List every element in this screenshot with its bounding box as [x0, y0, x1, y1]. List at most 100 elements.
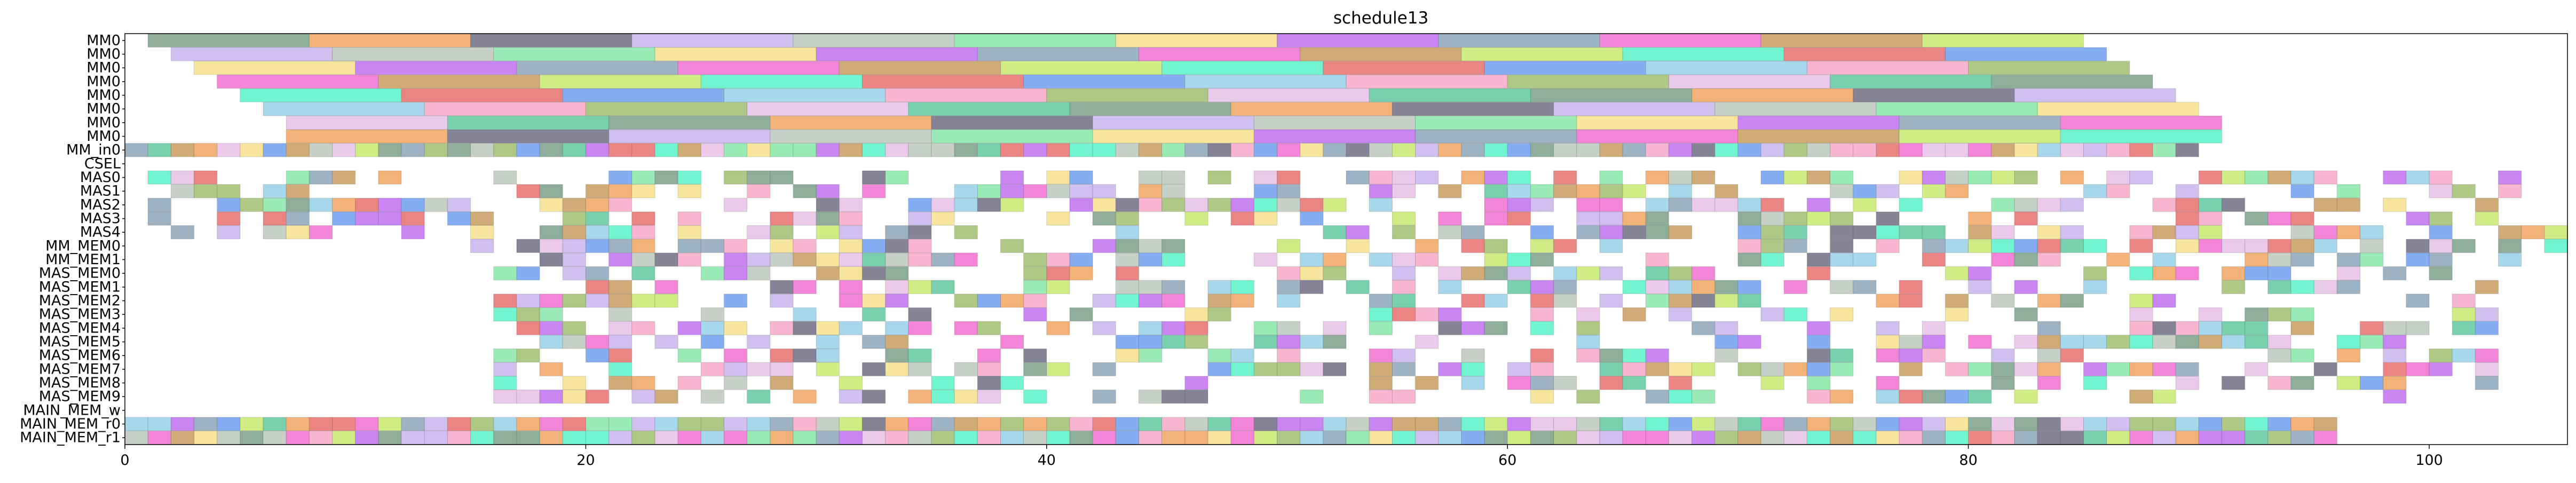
- schedule-bar: [2175, 184, 2199, 199]
- schedule-bar: [516, 294, 540, 308]
- schedule-bar: [931, 431, 955, 445]
- schedule-bar: [770, 143, 794, 157]
- schedule-bar: [2037, 239, 2061, 253]
- row-label: CSEL: [84, 155, 121, 172]
- schedule-bar: [1346, 417, 1370, 431]
- schedule-bar: [1346, 170, 1370, 185]
- schedule-bar: [1253, 252, 1277, 267]
- schedule-bar: [2129, 362, 2153, 376]
- schedule-bar: [700, 335, 724, 349]
- schedule-bar: [1276, 431, 1301, 445]
- schedule-bar: [1161, 252, 1186, 267]
- schedule-bar: [2452, 294, 2476, 308]
- schedule-bar: [2129, 390, 2153, 404]
- schedule-bar: [839, 143, 863, 157]
- schedule-bar: [2245, 239, 2269, 253]
- schedule-bar: [2083, 239, 2107, 253]
- schedule-bar: [1876, 321, 1900, 335]
- schedule-bar: [1276, 239, 1301, 253]
- schedule-bar: [954, 431, 978, 445]
- schedule-bar: [378, 74, 540, 89]
- schedule-bar: [1853, 252, 1877, 267]
- schedule-bar: [2014, 252, 2038, 267]
- schedule-bar: [1692, 197, 1716, 212]
- schedule-bar: [263, 431, 287, 445]
- schedule-bar: [1115, 143, 1139, 157]
- schedule-bar: [1115, 266, 1139, 281]
- schedule-bar: [1161, 431, 1186, 445]
- schedule-bar: [1991, 362, 2015, 376]
- schedule-bar: [677, 252, 701, 267]
- schedule-bar: [2290, 170, 2314, 185]
- schedule-bar: [1783, 280, 1807, 294]
- schedule-bar: [378, 170, 402, 185]
- schedule-bar: [1668, 417, 1693, 431]
- schedule-bar: [2060, 417, 2084, 431]
- schedule-bar: [1553, 266, 1577, 281]
- schedule-bar: [286, 170, 310, 185]
- schedule-bar: [1161, 143, 1186, 157]
- schedule-bar: [885, 294, 909, 308]
- schedule-bar: [654, 335, 678, 349]
- schedule-bar: [2106, 335, 2130, 349]
- schedule-bar: [2290, 376, 2314, 390]
- row-label: MAS_MEM9: [39, 389, 121, 405]
- schedule-bar: [562, 88, 724, 102]
- schedule-bar: [1092, 129, 1254, 144]
- schedule-bar: [1645, 362, 1669, 376]
- schedule-bar: [1692, 280, 1716, 294]
- schedule-bar: [401, 143, 425, 157]
- schedule-bar: [2429, 225, 2453, 240]
- schedule-bar: [1530, 307, 1554, 322]
- schedule-bar: [1115, 280, 1139, 294]
- schedule-bar: [654, 431, 678, 445]
- schedule-bar: [217, 143, 241, 157]
- schedule-bar: [2129, 335, 2153, 349]
- schedule-bar: [1553, 102, 1716, 116]
- row-label: MAIN_MEM_w: [23, 402, 121, 418]
- schedule-bar: [1530, 239, 1554, 253]
- schedule-bar: [1346, 280, 1370, 294]
- schedule-bar: [1599, 225, 1623, 240]
- schedule-bar: [631, 431, 655, 445]
- schedule-bar: [1599, 239, 1623, 253]
- schedule-bar: [2198, 321, 2222, 335]
- schedule-bar: [1968, 143, 1992, 157]
- schedule-bar: [1668, 225, 1693, 240]
- schedule-bar: [723, 170, 748, 185]
- schedule-bar: [2221, 280, 2246, 294]
- schedule-bar: [1046, 431, 1070, 445]
- schedule-bar: [309, 143, 333, 157]
- schedule-bar: [1553, 294, 1577, 308]
- schedule-bar: [723, 431, 748, 445]
- schedule-bar: [677, 184, 701, 199]
- schedule-bar: [723, 376, 748, 390]
- schedule-bar: [286, 184, 310, 199]
- schedule-bar: [2336, 225, 2360, 240]
- schedule-bar: [1507, 143, 1531, 157]
- schedule-bar: [908, 102, 1070, 116]
- schedule-bar: [1484, 197, 1508, 212]
- schedule-bar: [1830, 431, 1854, 445]
- schedule-bar: [1115, 211, 1139, 226]
- schedule-bar: [2198, 197, 2222, 212]
- schedule-bar: [609, 362, 633, 376]
- schedule-bar: [1207, 88, 1370, 102]
- schedule-bar: [1622, 47, 1784, 61]
- schedule-bar: [1023, 431, 1047, 445]
- schedule-bar: [1000, 197, 1024, 212]
- schedule-bar: [2521, 225, 2545, 240]
- schedule-bar: [1991, 349, 2015, 363]
- row-labels: MM0MM0MM0MM0MM0MM0MM0MM0MM_in0CSELMAS0MA…: [20, 32, 125, 446]
- schedule-bar: [1737, 143, 1761, 157]
- schedule-bar: [217, 431, 241, 445]
- schedule-bar: [816, 335, 840, 349]
- schedule-bar: [1253, 115, 1416, 130]
- schedule-bar: [217, 211, 241, 226]
- schedule-bar: [816, 197, 840, 212]
- schedule-bar: [1276, 197, 1301, 212]
- schedule-bar: [1806, 61, 1969, 75]
- schedule-bar: [1737, 417, 1761, 431]
- schedule-bar: [793, 143, 817, 157]
- schedule-bar: [1115, 417, 1139, 431]
